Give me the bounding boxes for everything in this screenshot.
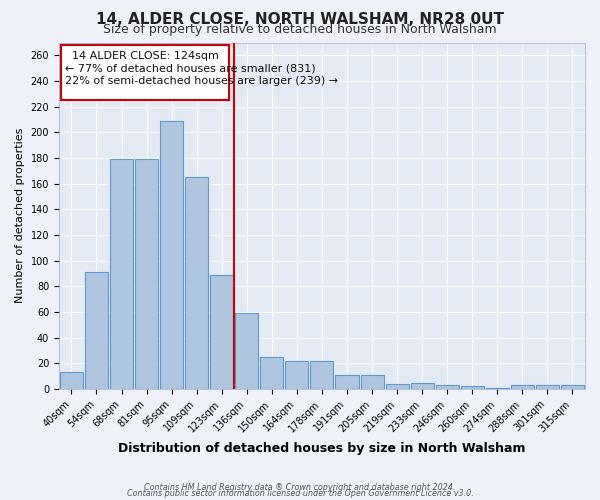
Bar <box>386 384 409 389</box>
Bar <box>110 160 133 389</box>
Bar <box>486 388 509 389</box>
Bar <box>310 361 334 389</box>
Text: Contains public sector information licensed under the Open Government Licence v3: Contains public sector information licen… <box>127 490 473 498</box>
Text: 14, ALDER CLOSE, NORTH WALSHAM, NR28 0UT: 14, ALDER CLOSE, NORTH WALSHAM, NR28 0UT <box>96 12 504 28</box>
Text: Contains HM Land Registry data ® Crown copyright and database right 2024.: Contains HM Land Registry data ® Crown c… <box>144 484 456 492</box>
Y-axis label: Number of detached properties: Number of detached properties <box>15 128 25 304</box>
X-axis label: Distribution of detached houses by size in North Walsham: Distribution of detached houses by size … <box>118 442 526 455</box>
Bar <box>436 385 459 389</box>
Text: 14 ALDER CLOSE: 124sqm: 14 ALDER CLOSE: 124sqm <box>72 52 219 62</box>
Bar <box>536 385 559 389</box>
Bar <box>160 121 183 389</box>
Bar <box>561 385 584 389</box>
Bar <box>511 385 534 389</box>
Text: 22% of semi-detached houses are larger (239) →: 22% of semi-detached houses are larger (… <box>65 76 338 86</box>
Text: Size of property relative to detached houses in North Walsham: Size of property relative to detached ho… <box>103 22 497 36</box>
Bar <box>260 357 283 389</box>
Text: ← 77% of detached houses are smaller (831): ← 77% of detached houses are smaller (83… <box>65 63 316 73</box>
Bar <box>235 314 259 389</box>
Bar <box>210 275 233 389</box>
Bar <box>335 375 359 389</box>
Bar <box>410 382 434 389</box>
Bar <box>286 361 308 389</box>
Bar <box>361 375 383 389</box>
Bar <box>135 160 158 389</box>
Bar <box>61 45 229 100</box>
Bar <box>461 386 484 389</box>
Bar <box>85 272 108 389</box>
Bar <box>185 178 208 389</box>
Bar <box>60 372 83 389</box>
